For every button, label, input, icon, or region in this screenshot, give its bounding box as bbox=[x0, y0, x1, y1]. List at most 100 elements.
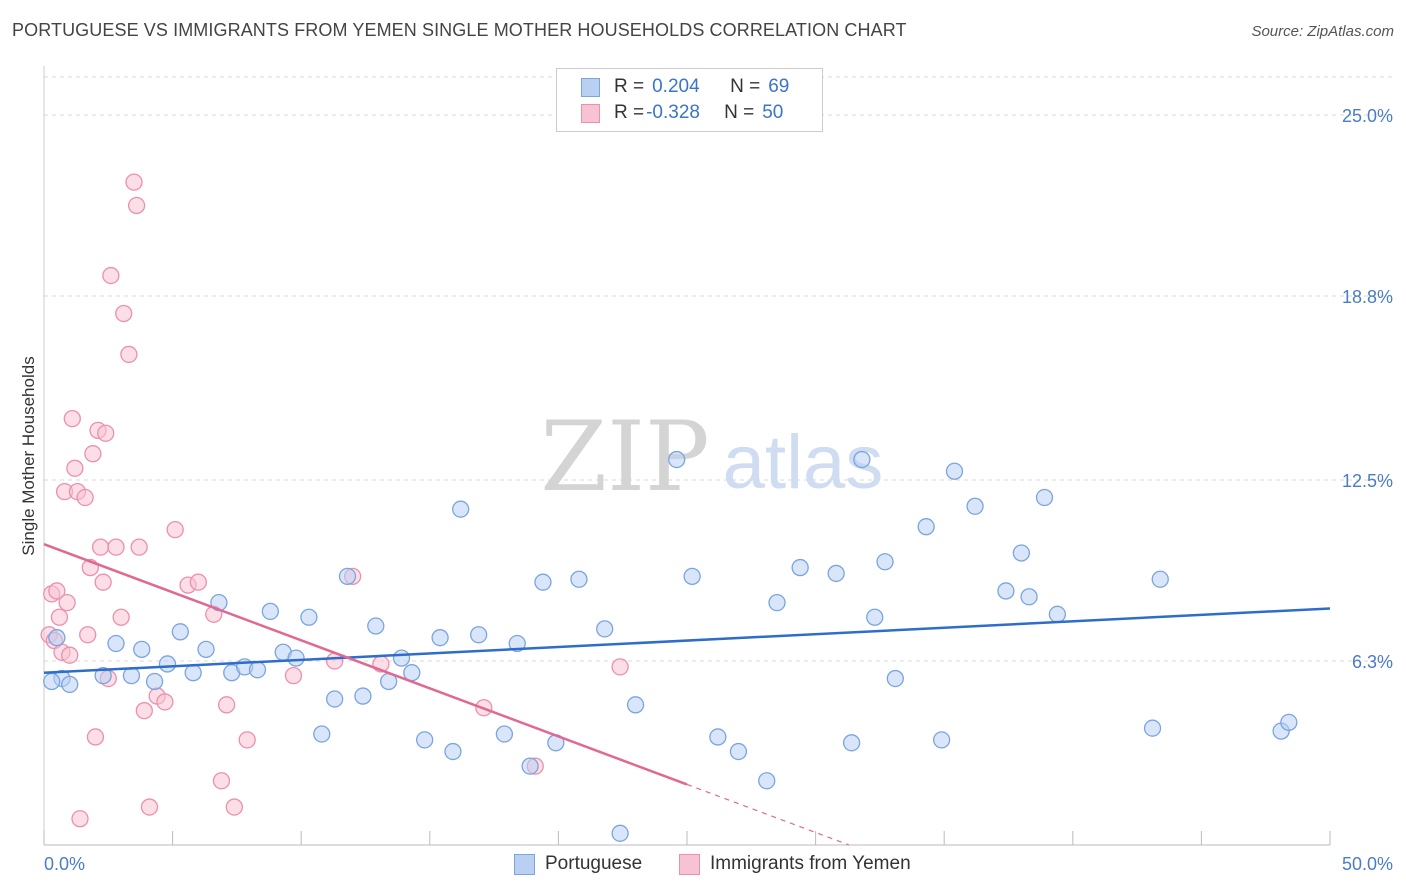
legend-n-value: 50 bbox=[762, 102, 784, 123]
yemen-point bbox=[212, 772, 231, 790]
legend-r-value: -0.328 bbox=[646, 102, 700, 123]
portuguese-point bbox=[668, 450, 686, 469]
portuguese-point bbox=[287, 649, 305, 667]
portuguese-point bbox=[171, 623, 189, 641]
portuguese-point bbox=[43, 672, 61, 691]
portuguese-point bbox=[145, 672, 164, 691]
portuguese-trend-line bbox=[43, 607, 1331, 674]
portuguese-point bbox=[966, 497, 984, 515]
portuguese-point bbox=[354, 687, 372, 705]
yemen-point bbox=[189, 573, 207, 591]
yemen-point bbox=[102, 266, 120, 285]
portuguese-point bbox=[596, 620, 614, 638]
chart-title: PORTUGUESE VS IMMIGRANTS FROM YEMEN SING… bbox=[12, 20, 907, 40]
portuguese-point bbox=[452, 500, 470, 518]
portuguese-point bbox=[416, 731, 434, 749]
yemen-point bbox=[284, 666, 303, 685]
bottom-legend-yemen: Immigrants from Yemen bbox=[679, 851, 911, 877]
yemen-point bbox=[97, 424, 115, 442]
watermark: ZIP atlas bbox=[540, 401, 883, 513]
portuguese-point bbox=[508, 634, 526, 653]
yemen-point bbox=[238, 731, 256, 749]
y-tick-label: 25.0% bbox=[1342, 106, 1393, 126]
portuguese-point bbox=[248, 661, 267, 679]
source-label: Source: ZipAtlas.com bbox=[1251, 23, 1394, 40]
y-tick-label: 18.8% bbox=[1342, 287, 1393, 307]
portuguese-point bbox=[932, 731, 951, 749]
x-tick-labels: 0.0% 50.0% bbox=[44, 854, 1393, 874]
portuguese-point bbox=[521, 757, 539, 775]
axes bbox=[43, 66, 1331, 846]
portuguese-point bbox=[917, 518, 935, 536]
portuguese-point bbox=[866, 608, 884, 626]
yemen-point bbox=[115, 304, 133, 323]
portuguese-point bbox=[184, 664, 202, 682]
legend-swatch-pink bbox=[581, 103, 600, 123]
y-tick-label: 12.5% bbox=[1342, 471, 1393, 491]
portuguese-point bbox=[570, 570, 588, 588]
yemen-point bbox=[156, 693, 174, 711]
portuguese-point bbox=[1020, 588, 1038, 606]
portuguese-point bbox=[197, 640, 215, 658]
yemen-point bbox=[91, 538, 110, 556]
portuguese-point bbox=[367, 617, 385, 635]
portuguese-point bbox=[853, 450, 871, 469]
bottom-legend-portuguese: Portuguese bbox=[514, 851, 642, 877]
portuguese-point bbox=[1035, 488, 1054, 507]
legend-row-portuguese: R = 0.204 N = 69 bbox=[581, 74, 789, 100]
yemen-point bbox=[130, 538, 148, 556]
portuguese-point bbox=[444, 742, 462, 761]
yemen-point bbox=[66, 459, 84, 477]
portuguese-point bbox=[107, 634, 125, 653]
y-tick-label: 6.3% bbox=[1352, 652, 1393, 672]
yemen-point bbox=[217, 696, 236, 714]
portuguese-point bbox=[842, 734, 861, 752]
yemen-point bbox=[76, 488, 94, 507]
portuguese-point bbox=[758, 772, 776, 790]
legend-row-yemen: R = -0.328 N = 50 bbox=[581, 100, 783, 126]
portuguese-point bbox=[94, 666, 112, 685]
trend-lines bbox=[43, 543, 1331, 846]
yemen-point bbox=[58, 593, 76, 612]
yemen-point bbox=[125, 173, 143, 191]
portuguese-point bbox=[470, 626, 488, 644]
series-portuguese bbox=[43, 450, 1298, 842]
portuguese-point bbox=[729, 742, 748, 761]
yemen-point bbox=[611, 658, 629, 676]
yemen-trend-line bbox=[43, 543, 688, 786]
legend-n-label: N = bbox=[724, 102, 755, 123]
portuguese-point bbox=[534, 573, 552, 591]
yemen-point bbox=[50, 608, 69, 626]
portuguese-point bbox=[122, 666, 141, 685]
yemen-point bbox=[166, 520, 184, 539]
bottom-legend-label: Portuguese bbox=[545, 853, 643, 874]
yemen-point bbox=[48, 582, 66, 600]
portuguese-point bbox=[876, 553, 894, 571]
portuguese-point bbox=[945, 462, 964, 480]
legend-r-label: R = bbox=[614, 76, 645, 97]
portuguese-point bbox=[791, 558, 809, 577]
yemen-point bbox=[127, 196, 146, 215]
portuguese-point bbox=[431, 629, 449, 647]
portuguese-point bbox=[1280, 713, 1298, 732]
yemen-point bbox=[120, 345, 138, 364]
yemen-point bbox=[63, 410, 81, 428]
portuguese-point bbox=[683, 567, 701, 585]
yemen-point bbox=[225, 798, 243, 816]
portuguese-point bbox=[827, 564, 845, 583]
portuguese-point bbox=[313, 725, 331, 743]
portuguese-point bbox=[338, 567, 357, 585]
y-tick-labels: 6.3% 12.5% 18.8% 25.0% bbox=[1342, 106, 1393, 672]
yemen-point bbox=[61, 646, 79, 664]
bottom-swatch-blue bbox=[514, 853, 535, 875]
yemen-point bbox=[140, 798, 159, 816]
series-immigrants-from-yemen bbox=[40, 173, 629, 828]
portuguese-point bbox=[300, 608, 318, 626]
portuguese-point bbox=[495, 725, 514, 743]
grid-lines bbox=[44, 76, 1393, 662]
portuguese-point bbox=[392, 649, 411, 667]
legend-n-value: 69 bbox=[768, 76, 790, 97]
portuguese-point bbox=[611, 824, 629, 842]
yemen-point bbox=[71, 810, 89, 828]
